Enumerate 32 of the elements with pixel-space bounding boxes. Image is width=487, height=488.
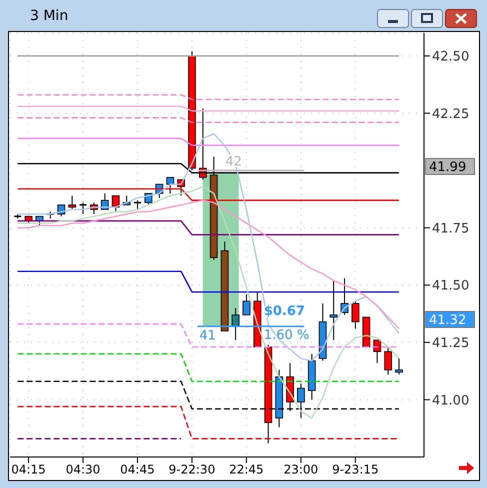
candlestick — [373, 340, 382, 364]
candlestick — [133, 200, 142, 210]
ref-line-label: 41 — [199, 328, 216, 344]
x-tick-label: 04:30 — [66, 462, 100, 477]
line-series — [16, 186, 400, 419]
candlestick — [330, 280, 338, 341]
x-tick-label: 9-23:15 — [332, 462, 379, 477]
x-tick-label: 23:00 — [284, 462, 318, 477]
line-series — [16, 200, 400, 330]
candlestick — [395, 358, 403, 375]
y-tick-label: 42.50 — [432, 50, 470, 65]
text: 41.32 — [425, 311, 475, 328]
candlestick — [68, 195, 76, 210]
candlestick — [384, 346, 392, 375]
chart-title: 3 Min — [30, 8, 68, 24]
x-tick-label: 04:45 — [120, 462, 155, 477]
candlestick — [78, 202, 88, 215]
x-tick-label: 04:15 — [11, 462, 46, 477]
y-tick-label: 42.25 — [432, 106, 470, 122]
annotation: 1.60 % — [264, 328, 310, 343]
text: 41.99 — [425, 158, 475, 175]
y-tick-label: 41.50 — [432, 278, 470, 294]
y-tick-label: 41.75 — [432, 221, 470, 236]
candlestick — [242, 294, 250, 316]
y-tick-label: 41.00 — [432, 393, 470, 408]
annotation: $0.67 — [264, 304, 305, 319]
line-series — [16, 133, 400, 362]
candlestick — [352, 300, 360, 330]
x-tick-label: 9-22:30 — [168, 462, 216, 477]
candlestick — [232, 308, 240, 341]
x-tick-label: 22:45 — [229, 462, 264, 477]
y-tick-label: 41.25 — [432, 336, 470, 352]
